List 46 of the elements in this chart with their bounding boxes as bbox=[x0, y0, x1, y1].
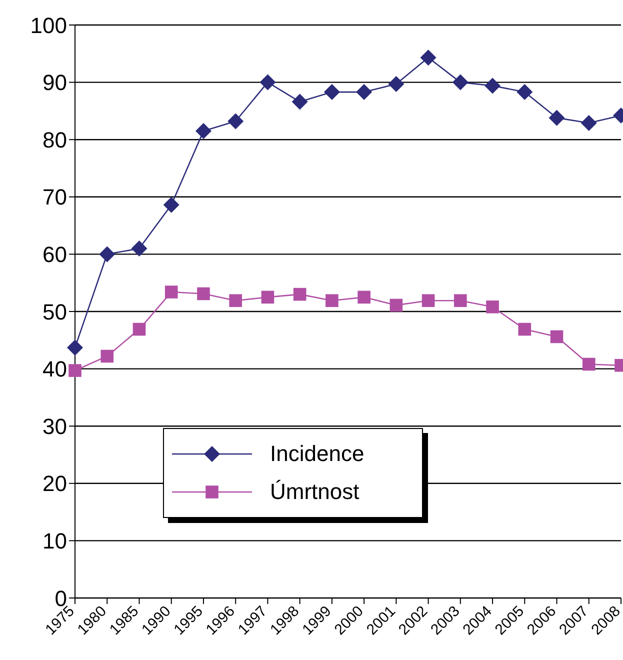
y-tick-label: 80 bbox=[42, 127, 67, 152]
point bbox=[292, 94, 308, 110]
point bbox=[388, 76, 404, 92]
y-tick-label: 10 bbox=[42, 528, 67, 554]
point bbox=[131, 240, 148, 256]
point bbox=[324, 84, 340, 100]
y-tick-label: 30 bbox=[42, 414, 67, 439]
point bbox=[261, 290, 274, 304]
point bbox=[518, 322, 532, 336]
point bbox=[163, 196, 180, 213]
point bbox=[580, 114, 597, 131]
point bbox=[195, 123, 212, 140]
y-tick-label: 60 bbox=[42, 242, 67, 268]
point bbox=[358, 290, 370, 304]
point bbox=[67, 340, 83, 356]
y-tick-label: 40 bbox=[42, 356, 67, 382]
y-tick-label: 20 bbox=[42, 471, 67, 496]
point bbox=[452, 74, 468, 90]
point bbox=[484, 78, 501, 94]
point bbox=[356, 84, 372, 100]
point bbox=[422, 294, 435, 308]
legend-label: Úmrtnost bbox=[270, 479, 360, 505]
point bbox=[99, 246, 116, 262]
point bbox=[293, 288, 306, 301]
y-tick-label: 100 bbox=[30, 12, 67, 38]
y-tick-label: 70 bbox=[42, 184, 67, 210]
point bbox=[454, 294, 467, 308]
point bbox=[548, 110, 565, 126]
point bbox=[516, 84, 533, 100]
point bbox=[486, 300, 499, 314]
point bbox=[68, 364, 82, 377]
point bbox=[229, 294, 242, 308]
point bbox=[100, 350, 114, 363]
point bbox=[582, 358, 596, 371]
point bbox=[390, 298, 403, 312]
y-tick-label: 90 bbox=[42, 70, 67, 96]
point bbox=[420, 50, 436, 66]
point bbox=[326, 294, 338, 308]
point bbox=[164, 286, 178, 298]
point bbox=[550, 330, 564, 344]
y-tick-label: 50 bbox=[42, 299, 67, 324]
point bbox=[228, 113, 244, 130]
point bbox=[260, 74, 276, 90]
point bbox=[132, 322, 146, 336]
legend-label: Incidence bbox=[270, 441, 364, 467]
point bbox=[197, 287, 210, 300]
